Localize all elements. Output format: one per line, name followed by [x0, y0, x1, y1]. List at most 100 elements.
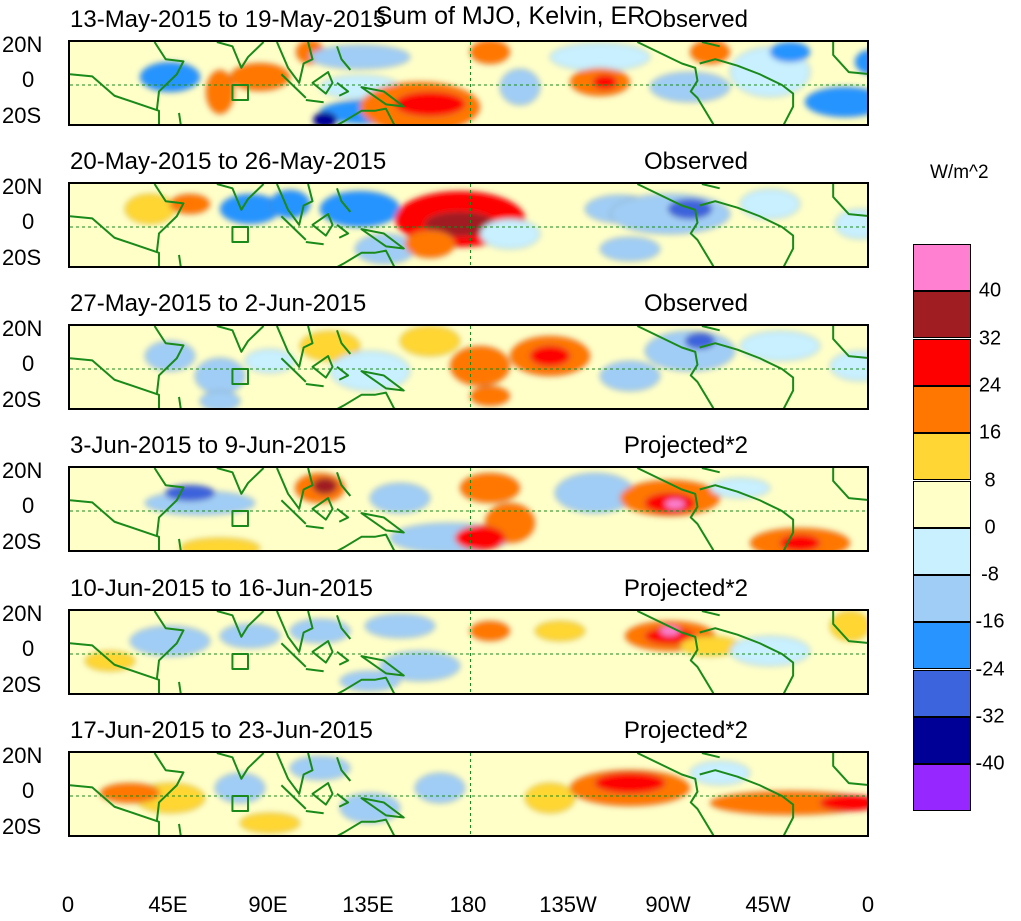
anomaly-contour: [364, 613, 436, 639]
anomaly-contour: [729, 635, 811, 667]
anomaly-contour: [769, 42, 811, 63]
latitude-label: 20N: [2, 458, 43, 483]
panel-source-label: Observed: [643, 290, 748, 317]
panel-date-range: 13-May-2015 to 19-May-2015: [70, 6, 387, 33]
colorbar-tick-label: 0: [984, 516, 996, 539]
anomaly-contour: [834, 208, 867, 240]
anomaly-contour: [312, 111, 338, 124]
anomaly-contour: [144, 340, 196, 372]
colorbar-tick-label: 24: [978, 374, 1002, 397]
panel-source-label: Observed: [643, 148, 748, 175]
anomaly-contour: [829, 350, 867, 382]
colorbar-tick-label: -40: [975, 752, 1005, 775]
anomaly-contour: [524, 782, 576, 814]
anomaly-contour: [164, 484, 216, 502]
anomaly-map: [68, 324, 869, 410]
latitude-label: 20S: [2, 672, 42, 697]
anomaly-contour: [312, 477, 338, 495]
anomaly-field: [70, 184, 867, 266]
colorbar-swatch: [913, 622, 971, 670]
colorbar-swatch: [913, 244, 971, 291]
colorbar-tick-label: 8: [984, 469, 996, 491]
anomaly-contour: [194, 357, 246, 395]
latitude-label: 20S: [2, 103, 42, 128]
latitude-label: 0: [22, 351, 35, 376]
panel-source-label: Projected*2: [623, 575, 748, 602]
anomaly-contour: [454, 525, 506, 550]
longitude-tick-label: 45W: [745, 892, 791, 917]
colorbar-swatch: [913, 338, 971, 386]
anomaly-contour: [169, 193, 211, 215]
colorbar-tick-label: 40: [978, 279, 1002, 302]
colorbar-swatch: [913, 575, 971, 623]
anomaly-contour: [854, 49, 867, 75]
anomaly-contour: [709, 477, 771, 499]
latitude-label: 20N: [2, 601, 43, 626]
anomaly-contour: [289, 618, 351, 644]
anomaly-contour: [139, 61, 201, 93]
latitude-label: 20N: [2, 743, 43, 768]
latitude-label: 20N: [2, 174, 43, 199]
latitude-label: 20S: [2, 387, 42, 412]
longitude-tick-label: 135W: [539, 892, 597, 917]
anomaly-contour: [592, 74, 618, 90]
anomaly-contour: [469, 620, 511, 642]
longitude-tick-label: 45E: [148, 892, 188, 917]
figure-title: Sum of MJO, Kelvin, ER: [375, 2, 646, 30]
anomaly-contour: [709, 790, 867, 816]
longitude-tick-label: 90W: [645, 892, 691, 917]
panel-date-range: 17-Jun-2015 to 23-Jun-2015: [70, 717, 373, 744]
anomaly-contour: [414, 772, 466, 804]
longitude-tick-label: 0: [861, 892, 875, 917]
anomaly-contour: [534, 620, 586, 642]
anomaly-contour: [205, 69, 235, 115]
anomaly-contour: [459, 472, 521, 504]
anomaly-map: [68, 40, 869, 126]
colorbar-swatch: [913, 385, 971, 433]
colorbar-tick-label: 32: [978, 327, 1002, 350]
anomaly-contour: [649, 71, 731, 103]
anomaly-contour: [199, 390, 241, 408]
anomaly-contour: [129, 625, 211, 657]
anomaly-contour: [599, 236, 661, 262]
anomaly-field: [70, 326, 867, 408]
panel-source-label: Observed: [643, 6, 748, 33]
anomaly-contour: [469, 385, 511, 407]
anomaly-contour: [219, 623, 281, 649]
anomaly-map: [68, 466, 869, 552]
anomaly-contour: [229, 62, 291, 92]
anomaly-contour: [594, 772, 666, 794]
colorbar-swatch: [913, 764, 971, 812]
anomaly-contour: [804, 86, 867, 118]
panel-source-label: Projected*2: [623, 717, 748, 744]
colorbar-tick-label: -8: [981, 563, 999, 586]
latitude-label: 20S: [2, 529, 42, 554]
anomaly-contour: [469, 42, 511, 65]
map-panel: 27-May-2015 to 2-Jun-2015 Observed 20N 0 20S: [0, 290, 900, 412]
anomaly-contour: [479, 218, 541, 250]
anomaly-contour: [404, 229, 456, 259]
latitude-label: 0: [22, 778, 35, 803]
longitude-tick-label: 90E: [248, 892, 288, 917]
anomaly-contour: [689, 760, 751, 786]
colorbar-tick-label: 16: [978, 421, 1002, 444]
panel-date-range: 27-May-2015 to 2-Jun-2015: [70, 290, 367, 317]
colorbar-swatch: [913, 717, 971, 764]
anomaly-contour: [819, 794, 867, 812]
anomaly-contour: [779, 534, 821, 550]
colorbar-tick-label: -16: [975, 610, 1005, 633]
anomaly-contour: [339, 670, 401, 692]
colorbar-tick-label: -24: [975, 658, 1005, 681]
anomaly-contour: [354, 233, 416, 265]
anomaly-contour: [449, 345, 511, 387]
longitude-tick-label: 180: [449, 892, 487, 917]
latitude-label: 20N: [2, 316, 43, 341]
anomaly-contour: [99, 782, 161, 804]
colorbar-swatch: [913, 669, 971, 717]
anomaly-contour: [499, 68, 541, 106]
anomaly-contour: [549, 42, 651, 72]
colorbar-swatch: [913, 480, 971, 528]
colorbar-tick-label: -32: [975, 705, 1005, 728]
map-panel: 10-Jun-2015 to 16-Jun-2015 Projected*2 20N…: [0, 575, 900, 697]
anomaly-field: [70, 753, 867, 835]
